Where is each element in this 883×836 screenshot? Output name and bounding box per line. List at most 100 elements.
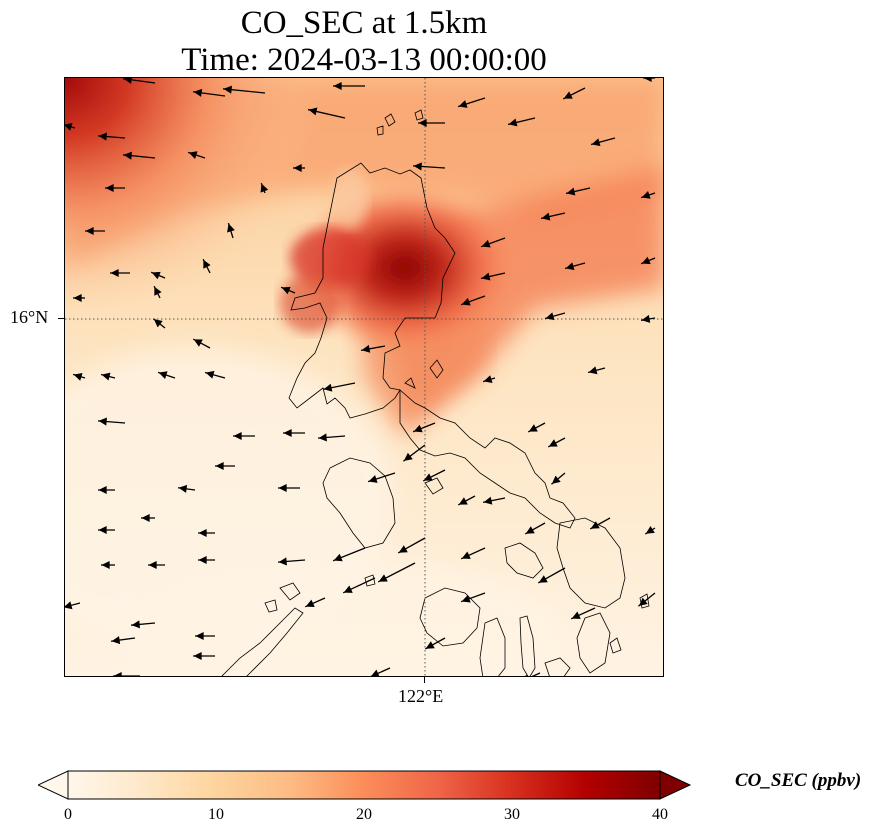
wind-arrow-head: [566, 187, 576, 196]
longitude-tick-label: 122°E: [398, 686, 444, 706]
wind-arrow-head: [113, 671, 122, 676]
wind-arrow-head: [101, 560, 110, 570]
colorbar-tick-label: 40: [652, 806, 668, 823]
wind-arrow-head: [481, 239, 491, 248]
wind-arrow-head: [548, 439, 558, 447]
wind-arrow-head: [525, 674, 528, 676]
wind-arrow-head: [541, 212, 551, 221]
wind-arrow-head: [223, 85, 233, 94]
wind-arrow-head: [278, 557, 287, 566]
wind-arrow-head: [98, 417, 107, 426]
wind-arrow-head: [193, 339, 203, 347]
wind-arrow-head: [343, 585, 353, 593]
wind-arrow-head: [423, 473, 433, 481]
wind-arrow-head: [73, 293, 82, 303]
map-title-line1: CO_SEC at 1.5km: [240, 5, 488, 41]
wind-arrow-head: [281, 286, 291, 295]
wind-arrow-head: [141, 513, 150, 523]
colorbar-label: CO_SEC (ppbv): [735, 770, 862, 791]
wind-arrow-head: [413, 424, 423, 433]
wind-arrow-head: [305, 599, 315, 608]
coastlines: [221, 109, 650, 676]
wind-arrow-head: [551, 475, 561, 484]
wind-arrow-head: [508, 118, 518, 127]
wind-arrow-head: [278, 483, 287, 493]
wind-arrow-head: [153, 319, 163, 328]
wind-arrow-head: [233, 431, 242, 441]
wind-arrow-head: [378, 574, 388, 582]
wind-arrow-head: [425, 641, 435, 649]
wind-arrow-head: [461, 551, 471, 559]
wind-arrow-head: [101, 372, 111, 381]
lon-tick: [424, 677, 425, 683]
wind-arrow-head: [318, 433, 327, 442]
wind-arrow-head: [418, 118, 427, 128]
wind-arrow-head: [158, 371, 168, 379]
co-concentration-field: [65, 78, 663, 676]
wind-arrow-head: [528, 424, 538, 432]
wind-arrow-head: [461, 594, 471, 603]
wind-arrow-head: [198, 555, 207, 565]
wind-arrow-head: [73, 373, 83, 381]
wind-arrow-head: [293, 163, 302, 173]
wind-arrow-head: [193, 651, 202, 661]
wind-arrow-head: [641, 191, 651, 199]
wind-arrow-head: [590, 521, 600, 529]
colorbar-tick-label: 20: [356, 806, 372, 823]
wind-arrow-head: [588, 366, 598, 375]
wind-arrow-head: [571, 611, 581, 619]
wind-arrow-head: [398, 545, 408, 553]
wind-arrow-head: [203, 259, 211, 269]
colorbar-max-extend: [659, 770, 692, 800]
wind-arrow-head: [131, 620, 140, 629]
wind-arrow-head: [333, 81, 342, 91]
wind-arrow-head: [525, 526, 535, 534]
wind-arrow-head: [123, 78, 132, 84]
wind-arrow-head: [461, 297, 471, 306]
wind-arrow-head: [98, 485, 107, 495]
wind-arrow-head: [65, 601, 73, 610]
wind-arrow-head: [193, 88, 203, 97]
wind-arrow-head: [638, 597, 648, 606]
wind-arrow-head: [371, 669, 380, 676]
wind-arrow-head: [148, 560, 157, 570]
wind-arrow-head: [123, 151, 133, 160]
wind-arrow-head: [403, 452, 413, 461]
map-panel: [64, 77, 664, 677]
wind-arrow-head: [98, 525, 107, 535]
wind-arrow-head: [333, 553, 343, 562]
wind-arrow-head: [205, 370, 215, 379]
wind-arrow-head: [645, 526, 655, 534]
wind-arrow-head: [545, 312, 555, 321]
wind-arrow-head: [563, 91, 573, 99]
colorbar-tick-label: 0: [64, 806, 72, 823]
wind-arrow-head: [110, 268, 119, 278]
map-canvas: [65, 78, 663, 676]
wind-arrow-head: [641, 256, 651, 265]
wind-arrow-head: [641, 314, 651, 323]
wind-arrow-head: [323, 383, 333, 392]
colorbar: [38, 770, 692, 800]
wind-arrow-head: [105, 183, 114, 193]
wind-arrow-head: [283, 428, 292, 438]
wind-arrow-head: [361, 344, 371, 353]
wind-arrow-head: [227, 223, 235, 233]
wind-arrow-head: [111, 636, 121, 645]
wind-arrow-head: [215, 461, 224, 471]
wind-arrow-head: [591, 138, 601, 147]
wind-arrow-head: [458, 497, 468, 505]
gridlines: [65, 78, 663, 676]
wind-arrow-head: [481, 272, 491, 281]
wind-arrow-head: [538, 575, 548, 583]
wind-arrow-head: [195, 631, 204, 641]
wind-arrow-head: [565, 262, 575, 271]
wind-arrow-head: [483, 375, 493, 383]
wind-arrow: [531, 672, 541, 676]
wind-arrow-head: [154, 286, 162, 296]
wind-arrow-head: [151, 271, 161, 280]
wind-arrow-head: [458, 100, 468, 108]
wind-arrow-head: [483, 496, 493, 505]
wind-arrow-head: [368, 475, 378, 483]
map-title-line2: Time: 2024-03-13 00:00:00: [181, 42, 547, 78]
wind-arrow-head: [98, 132, 107, 141]
